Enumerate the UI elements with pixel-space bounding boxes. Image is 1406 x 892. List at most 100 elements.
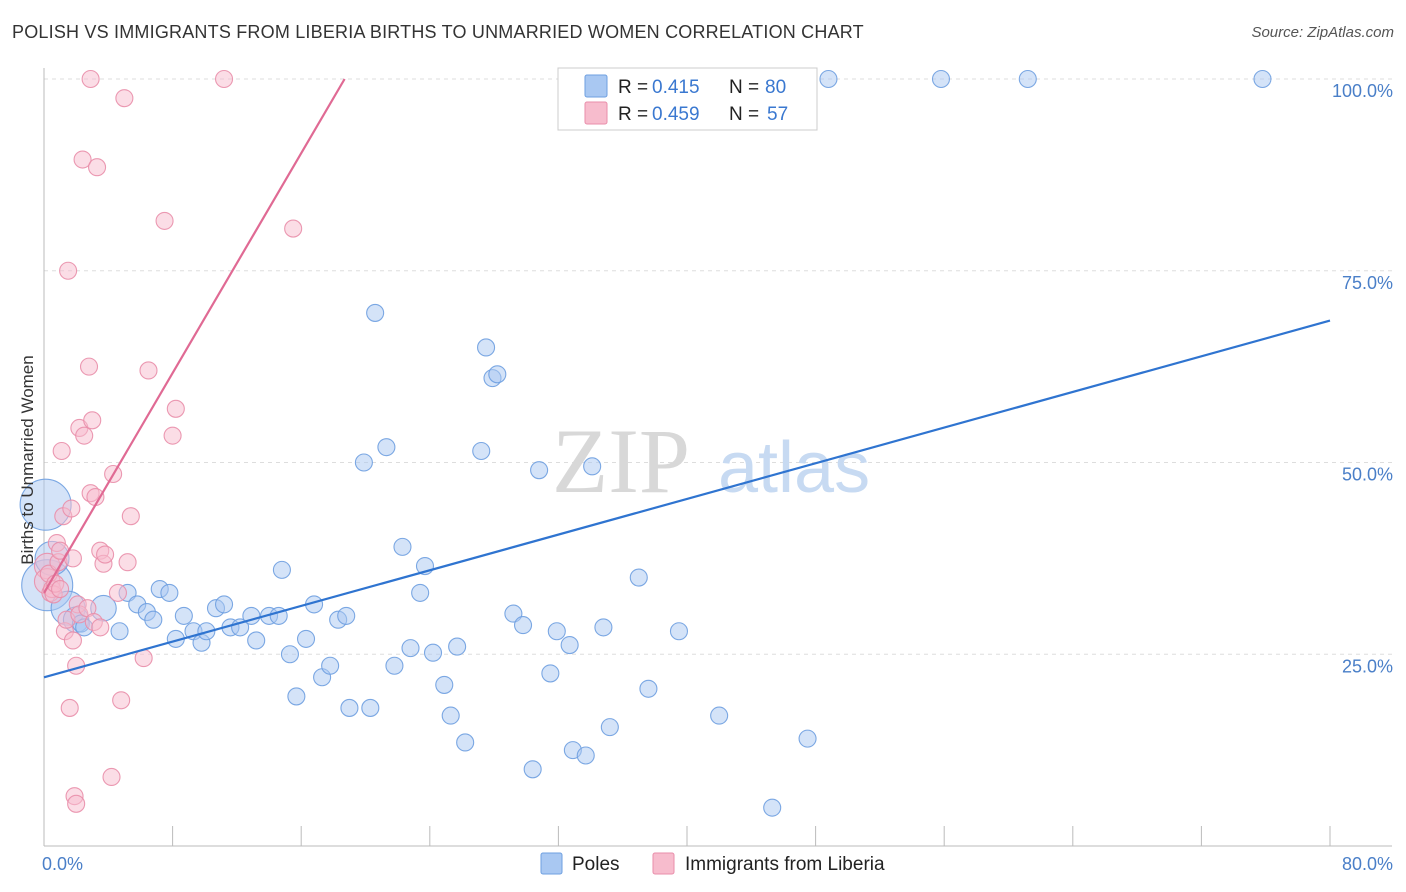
poles-point	[435, 675, 454, 694]
poles-point	[385, 656, 404, 675]
watermark: ZIP atlas	[552, 410, 870, 512]
legend-n-label-liberia: N =	[729, 104, 759, 125]
poles-point	[560, 635, 579, 655]
poles-point	[472, 441, 491, 461]
series-legend: Poles Immigrants from Liberia	[540, 852, 885, 875]
liberia-point	[60, 698, 79, 717]
liberia-point	[62, 499, 81, 518]
liberia-point	[118, 553, 137, 572]
legend-r-label-poles: R =	[618, 77, 648, 98]
liberia-point	[115, 89, 134, 108]
poles-point	[441, 706, 460, 725]
liberia-point	[59, 261, 78, 280]
poles-point	[174, 606, 193, 625]
liberia-point	[96, 545, 115, 564]
bottom-legend-label-poles: Poles	[572, 854, 620, 875]
trend-line-poles	[43, 319, 1331, 679]
poles-point	[280, 645, 299, 664]
liberia-point	[73, 150, 92, 169]
y-axis-label: Births to Unmarried Women	[18, 355, 37, 564]
poles-point	[798, 729, 817, 748]
poles-point	[530, 461, 549, 480]
poles-point	[411, 583, 430, 602]
poles-point	[272, 560, 291, 579]
poles-point	[456, 733, 475, 752]
liberia-point	[87, 158, 107, 177]
legend-n-value-liberia: 57	[767, 104, 788, 125]
liberia-point	[79, 357, 99, 376]
chart-source: Source: ZipAtlas.com	[1251, 24, 1394, 41]
series-poles-points	[19, 69, 1272, 817]
x-tick-label-min: 0.0%	[42, 854, 83, 874]
legend-r-value-liberia: 0.459	[652, 104, 700, 125]
liberia-point	[155, 211, 174, 230]
axes	[43, 68, 1392, 847]
liberia-point	[102, 767, 121, 787]
legend-swatch-poles	[584, 74, 608, 98]
poles-point	[523, 760, 542, 779]
y-tick-label-0: 100.0%	[1332, 81, 1393, 101]
liberia-point	[284, 219, 303, 238]
legend-r-value-poles: 0.415	[652, 77, 700, 98]
poles-point	[287, 687, 306, 706]
poles-point	[819, 69, 838, 89]
poles-point	[669, 622, 689, 641]
poles-point	[541, 664, 560, 683]
legend-r-label-liberia: R =	[618, 104, 648, 125]
tick-labels: 100.0% 75.0% 50.0% 25.0% 0.0% 80.0%	[42, 81, 1393, 874]
y-tick-label-1: 75.0%	[1342, 273, 1393, 293]
bottom-legend-label-liberia: Immigrants from Liberia	[685, 854, 885, 875]
poles-point	[547, 622, 566, 641]
x-tick-label-max: 80.0%	[1342, 854, 1393, 874]
liberia-point	[163, 426, 182, 445]
poles-point	[337, 606, 356, 625]
poles-point	[594, 618, 613, 637]
liberia-point	[67, 794, 86, 813]
liberia-point	[83, 411, 102, 430]
poles-point	[639, 679, 658, 698]
stats-legend: R = 0.415 N = 80 R = 0.459 N = 57	[557, 67, 818, 131]
poles-point	[576, 746, 595, 765]
poles-point	[513, 616, 533, 635]
poles-point	[1253, 69, 1272, 89]
poles-point	[763, 798, 782, 817]
liberia-point	[51, 580, 70, 599]
legend-swatch-liberia	[584, 101, 608, 125]
poles-point	[393, 537, 412, 556]
gridlines	[44, 78, 1392, 655]
y-tick-label-3: 25.0%	[1342, 656, 1393, 676]
poles-point	[477, 338, 496, 357]
poles-point	[321, 656, 340, 675]
liberia-point	[139, 361, 158, 380]
watermark-zip: ZIP	[552, 410, 690, 512]
trend-lines	[43, 78, 1331, 679]
poles-point	[366, 303, 385, 322]
y-tick-label-2: 50.0%	[1342, 465, 1393, 485]
poles-point	[423, 643, 443, 662]
poles-point	[600, 718, 619, 737]
liberia-point	[52, 441, 71, 461]
poles-point	[931, 69, 951, 89]
liberia-point	[91, 618, 110, 637]
poles-point	[401, 639, 420, 658]
poles-point	[377, 438, 396, 457]
poles-point	[110, 622, 129, 641]
chart-title: POLISH VS IMMIGRANTS FROM LIBERIA BIRTHS…	[12, 22, 864, 42]
poles-point	[354, 453, 373, 472]
watermark-atlas: atlas	[718, 428, 870, 508]
poles-point	[144, 610, 163, 629]
liberia-point	[112, 691, 131, 710]
poles-point	[1018, 69, 1037, 89]
liberia-point	[214, 69, 234, 89]
trend-line-liberia	[43, 78, 346, 594]
poles-point	[361, 698, 380, 717]
bottom-legend-swatch-poles	[540, 852, 563, 875]
poles-point	[340, 698, 359, 717]
poles-point	[583, 457, 602, 476]
poles-point	[488, 365, 507, 384]
liberia-point	[63, 631, 82, 650]
series-liberia-points	[33, 69, 303, 813]
legend-n-label-poles: N =	[729, 77, 759, 98]
liberia-point	[81, 69, 100, 89]
